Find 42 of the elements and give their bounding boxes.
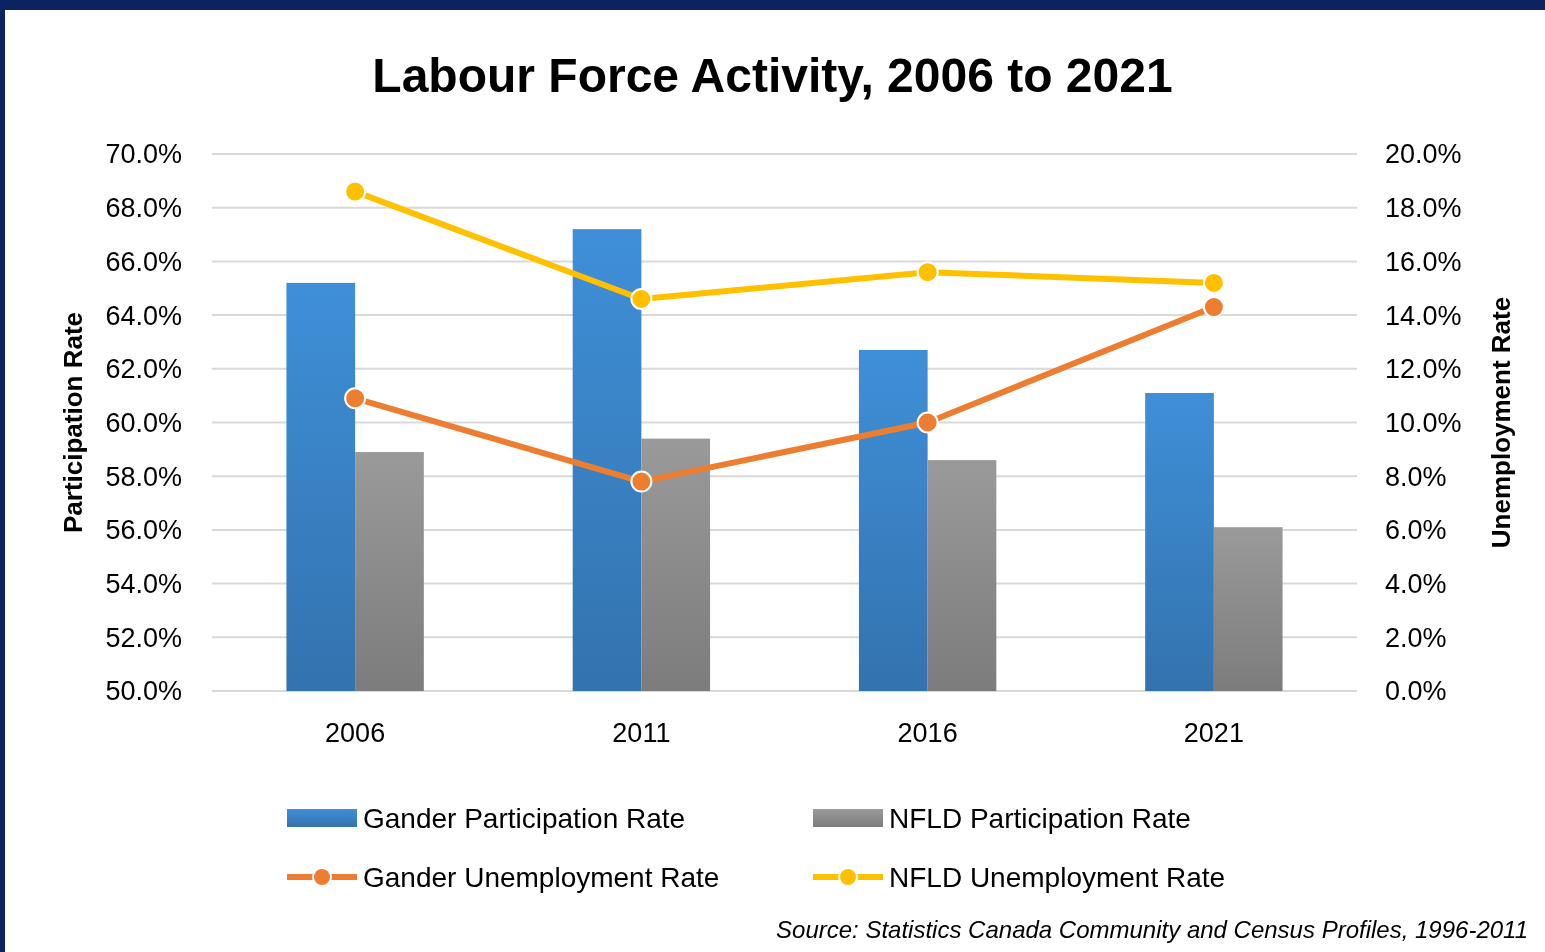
legend-label: NFLD Unemployment Rate <box>889 861 1226 893</box>
y2-tick-label: 8.0% <box>1385 461 1447 492</box>
x-tick-label: 2006 <box>325 718 386 749</box>
y-tick-label: 62.0% <box>105 354 182 385</box>
point <box>1202 296 1225 319</box>
x-tick-label: 2016 <box>897 718 958 749</box>
point <box>916 261 939 284</box>
y2-tick-label: 18.0% <box>1385 193 1462 224</box>
y-tick-label: 70.0% <box>105 139 182 170</box>
y2-tick-label: 6.0% <box>1385 515 1447 546</box>
y-tick-label: 64.0% <box>105 300 182 331</box>
y-tick-label: 60.0% <box>105 407 182 438</box>
y-axis-title: Participation Rate <box>58 311 88 534</box>
y2-tick-label: 2.0% <box>1385 622 1447 653</box>
y-tick-label: 50.0% <box>105 676 182 707</box>
chart-title: Labour Force Activity, 2006 to 2021 <box>372 49 1173 102</box>
y-tick-label: 58.0% <box>105 461 182 492</box>
point <box>344 180 367 203</box>
y2-tick-label: 10.0% <box>1385 407 1462 438</box>
legend-label: Gander Unemployment Rate <box>363 861 720 893</box>
y2-axis-title: Unemployment Rate <box>1486 296 1516 549</box>
y-tick-label: 54.0% <box>105 569 182 600</box>
point <box>630 470 653 493</box>
point <box>630 287 653 310</box>
y2-tick-label: 0.0% <box>1385 676 1447 707</box>
y-tick-label: 66.0% <box>105 246 182 277</box>
legend-label: NFLD Participation Rate <box>889 802 1191 834</box>
x-tick-label: 2021 <box>1183 718 1244 749</box>
point <box>1202 271 1225 294</box>
point <box>344 387 367 410</box>
y-tick-label: 56.0% <box>105 515 182 546</box>
y2-tick-label: 4.0% <box>1385 569 1447 600</box>
point <box>916 411 939 434</box>
y-tick-label: 68.0% <box>105 193 182 224</box>
y2-tick-label: 12.0% <box>1385 354 1462 385</box>
y-tick-label: 52.0% <box>105 622 182 653</box>
source-note: Source: Statistics Canada Community and Census Profiles, 1996-2011 <box>776 916 1528 943</box>
y2-tick-label: 20.0% <box>1385 139 1462 170</box>
y2-tick-label: 16.0% <box>1385 246 1462 277</box>
x-tick-label: 2011 <box>612 718 671 749</box>
y2-tick-label: 14.0% <box>1385 300 1462 331</box>
legend-label: Gander Participation Rate <box>363 802 686 834</box>
